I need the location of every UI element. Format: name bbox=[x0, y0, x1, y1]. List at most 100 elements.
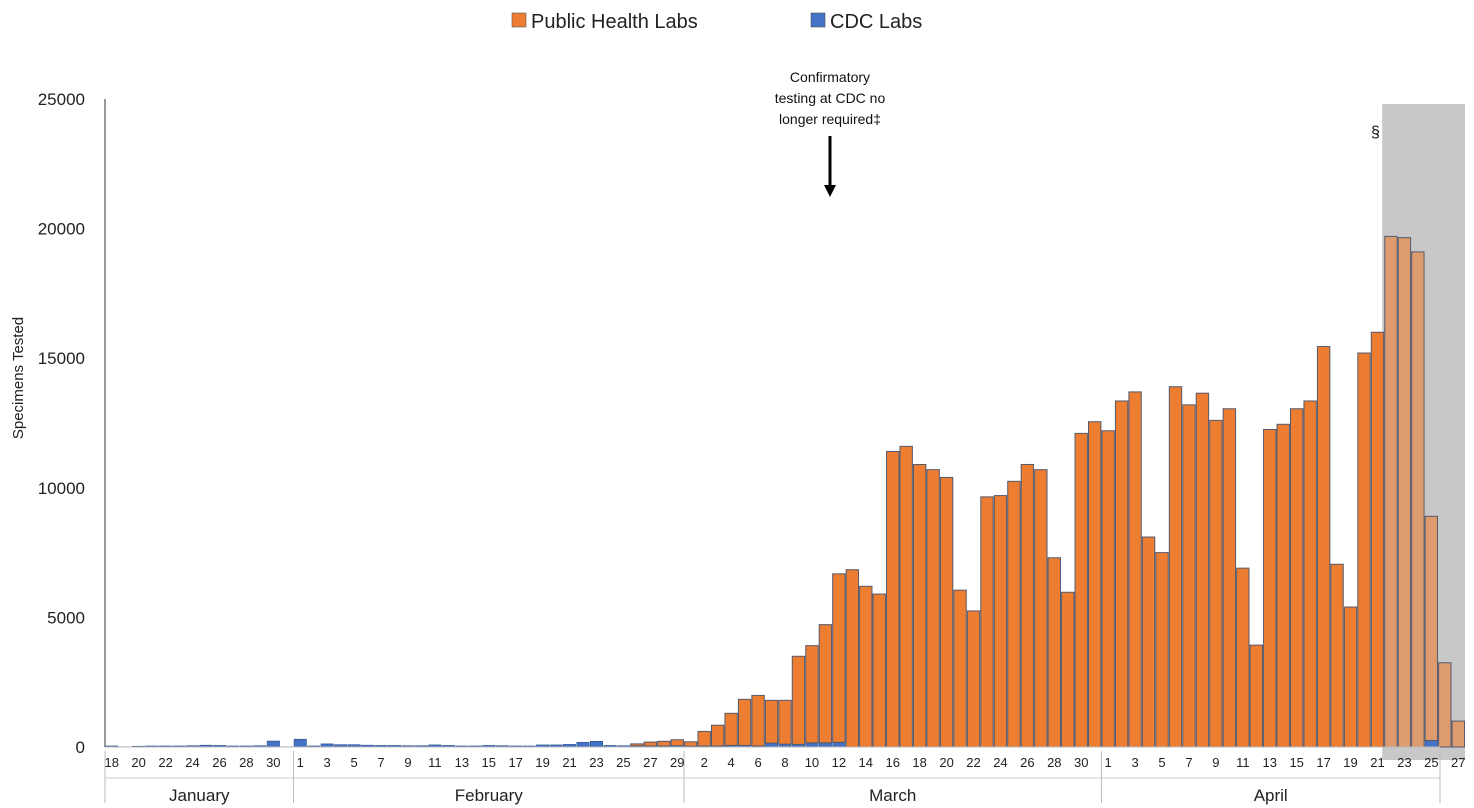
x-tick-label: 10 bbox=[805, 755, 819, 770]
bar-public-health bbox=[710, 724, 725, 747]
bar-public-health bbox=[1316, 346, 1331, 748]
bar-public-health bbox=[643, 741, 658, 747]
bar-public-health bbox=[912, 463, 927, 748]
x-tick-label: 22 bbox=[966, 755, 980, 770]
x-tick-label: 3 bbox=[1131, 755, 1138, 770]
x-tick-label: 14 bbox=[859, 755, 873, 770]
x-tick-label: 9 bbox=[404, 755, 411, 770]
bar-public-health bbox=[1451, 720, 1465, 748]
x-tick-label: 17 bbox=[1316, 755, 1330, 770]
bar-cdc bbox=[266, 740, 280, 748]
x-tick-label: 20 bbox=[131, 755, 145, 770]
month-label: April bbox=[1254, 786, 1288, 805]
bar-public-health bbox=[953, 589, 967, 748]
shaded-region-marker: § bbox=[1371, 124, 1380, 141]
x-tick-label: 7 bbox=[1185, 755, 1192, 770]
bar-public-health bbox=[899, 445, 913, 748]
confirmatory-annotation: Confirmatory testing at CDC no longer re… bbox=[775, 69, 885, 197]
x-tick-label: 1 bbox=[1105, 755, 1112, 770]
bar-public-health bbox=[1155, 552, 1169, 748]
bar-public-health bbox=[1114, 400, 1129, 748]
month-label: March bbox=[869, 786, 916, 805]
x-tick-label: 15 bbox=[1289, 755, 1303, 770]
x-tick-label: 28 bbox=[239, 755, 253, 770]
bar-public-health bbox=[1263, 428, 1277, 748]
annotation-line-3: longer required‡ bbox=[779, 111, 881, 127]
bar-public-health bbox=[1330, 563, 1344, 748]
bar-public-health bbox=[832, 573, 846, 743]
x-tick-label: 18 bbox=[104, 755, 118, 770]
bar-public-health bbox=[1074, 432, 1088, 748]
x-tick-label: 20 bbox=[939, 755, 953, 770]
x-tick-label: 18 bbox=[912, 755, 926, 770]
x-tick-label: 5 bbox=[350, 755, 357, 770]
x-tick-label: 23 bbox=[589, 755, 603, 770]
x-tick-label: 13 bbox=[1263, 755, 1277, 770]
bar-public-health bbox=[1249, 644, 1263, 748]
bar-public-health bbox=[1020, 463, 1035, 748]
x-tick-label: 24 bbox=[185, 755, 199, 770]
x-tick-label: 29 bbox=[670, 755, 684, 770]
bar-public-health bbox=[1411, 251, 1425, 748]
bar-cdc bbox=[832, 742, 846, 748]
x-tick-label: 28 bbox=[1047, 755, 1061, 770]
y-tick-label: 0 bbox=[76, 738, 85, 757]
x-tick-label: 3 bbox=[324, 755, 331, 770]
bar-public-health bbox=[1384, 235, 1398, 748]
x-tick-label: 22 bbox=[158, 755, 172, 770]
x-tick-label: 25 bbox=[616, 755, 630, 770]
x-tick-label: 11 bbox=[428, 755, 442, 770]
y-tick-label: 10000 bbox=[38, 479, 85, 498]
bar-cdc bbox=[576, 742, 590, 748]
bar-public-health bbox=[697, 730, 711, 747]
bar-public-health bbox=[724, 712, 738, 746]
x-tick-label: 8 bbox=[781, 755, 788, 770]
bar-public-health bbox=[737, 698, 752, 746]
bar-public-health bbox=[805, 645, 819, 744]
bar-public-health bbox=[1370, 331, 1385, 748]
x-tick-label: 7 bbox=[377, 755, 384, 770]
bars bbox=[105, 235, 1465, 748]
bar-public-health bbox=[872, 593, 886, 748]
x-tick-label: 2 bbox=[701, 755, 708, 770]
x-tick-label: 26 bbox=[1020, 755, 1034, 770]
bar-public-health bbox=[1128, 391, 1142, 748]
x-tick-label: 24 bbox=[993, 755, 1007, 770]
x-tick-label: 26 bbox=[212, 755, 226, 770]
bar-public-health bbox=[764, 699, 779, 744]
annotation-arrow-head bbox=[824, 185, 836, 197]
x-tick-label: 5 bbox=[1158, 755, 1165, 770]
bar-public-health bbox=[1289, 408, 1304, 748]
x-tick-label: 27 bbox=[1451, 755, 1465, 770]
bar-public-health bbox=[1357, 352, 1371, 748]
x-tick-label: 21 bbox=[1370, 755, 1384, 770]
bar-cdc bbox=[805, 742, 819, 748]
bar-public-health bbox=[966, 610, 981, 748]
bar-public-health bbox=[939, 476, 954, 748]
y-tick-label: 25000 bbox=[38, 90, 85, 109]
bar-public-health bbox=[684, 741, 698, 747]
bar-public-health bbox=[845, 569, 860, 748]
x-tick-label: 9 bbox=[1212, 755, 1219, 770]
annotation-line-1: Confirmatory bbox=[790, 69, 870, 85]
bar-cdc bbox=[589, 740, 603, 748]
bar-public-health bbox=[1222, 408, 1237, 748]
bar-public-health bbox=[1343, 606, 1358, 748]
legend: Public Health Labs CDC Labs bbox=[511, 11, 922, 33]
bar-public-health bbox=[1034, 469, 1048, 748]
bar-public-health bbox=[1168, 386, 1183, 748]
bar-cdc bbox=[765, 742, 779, 748]
bar-cdc bbox=[818, 742, 832, 748]
bar-public-health bbox=[1182, 404, 1196, 748]
y-tick-label: 20000 bbox=[38, 220, 85, 239]
bar-public-health bbox=[818, 624, 833, 744]
bar-public-health bbox=[1424, 515, 1439, 742]
bar-public-health bbox=[657, 740, 671, 747]
bar-public-health bbox=[859, 585, 873, 748]
x-tick-label: 25 bbox=[1424, 755, 1438, 770]
x-tick-label: 15 bbox=[482, 755, 496, 770]
bar-public-health bbox=[778, 699, 792, 745]
bar-public-health bbox=[1303, 400, 1317, 748]
y-tick-label: 15000 bbox=[38, 349, 85, 368]
